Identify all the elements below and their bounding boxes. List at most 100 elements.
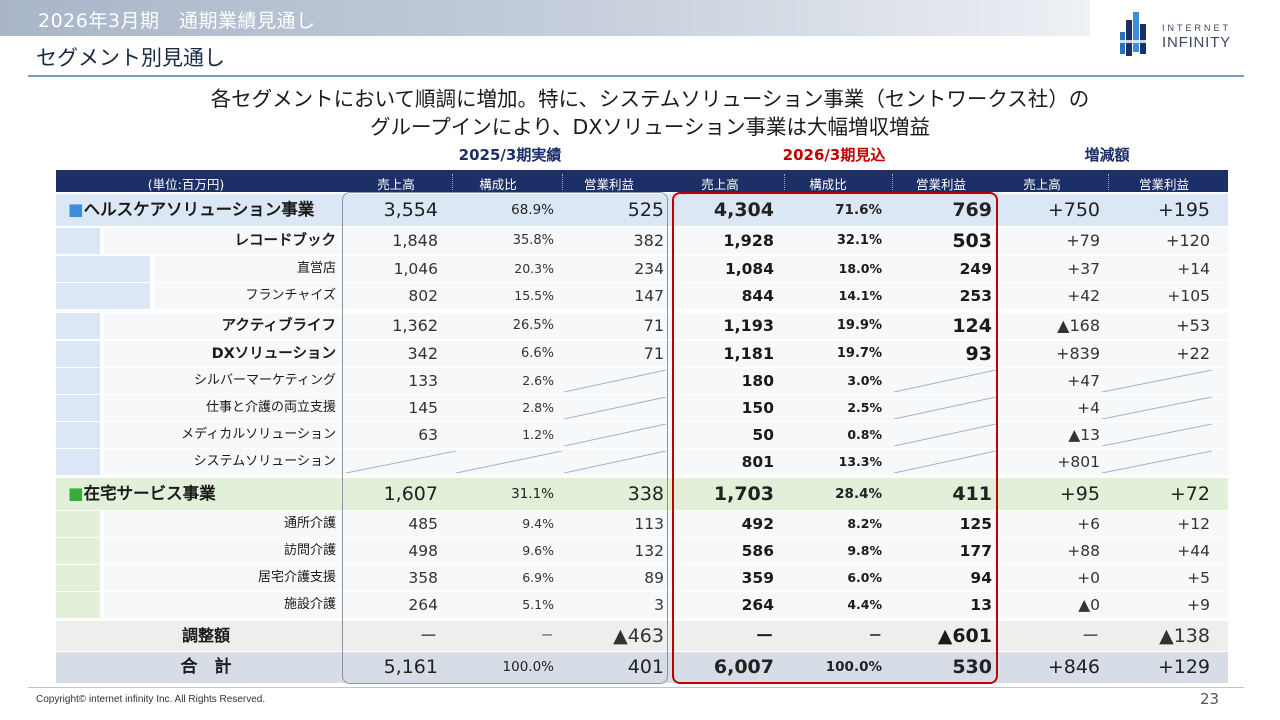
segment-strip [56,395,100,421]
lead-line-1: 各セグメントにおいて順調に増加。特に、システムソリューション事業（セントワークス… [210,87,1090,111]
cell-f-sales: 1,928 [723,231,774,250]
cell-c-op: +105 [1167,287,1210,305]
cell-c-sales: ▲0 [1078,596,1100,614]
cell-f-ratio: 18.0% [838,261,882,276]
header-forecast-sales: 売上高 [701,177,739,192]
table-row: DXソリューション 342 6.6% 71 1,181 19.7% 93 +839 +22 [56,341,1228,367]
period-title: 2026年3月期 通期業績見通し [38,10,316,32]
header-actual-sales: 売上高 [377,177,415,192]
segment-strip [56,538,100,564]
title-band [0,0,1090,36]
cell-c-sales: +37 [1067,260,1100,278]
company-logo: INTERNET INFINITY [1118,10,1248,60]
column-divider [562,174,563,190]
cell-a-op: 147 [634,287,664,305]
segment-strip [56,422,100,448]
cell-f-ratio: 3.0% [847,373,882,388]
cell-f-ratio: 71.6% [835,202,882,218]
table-header: (単位:百万円) 売上高 構成比 営業利益 売上高 構成比 営業利益 売上高 営… [56,170,1228,192]
cell-f-ratio: 9.8% [847,543,882,558]
not-applicable-slash-icon [564,370,666,392]
cell-a-sales: 264 [408,596,438,614]
cell-f-op: ▲601 [937,625,992,647]
logo-text-internet: INTERNET [1162,23,1231,33]
cell-f-ratio: 14.1% [838,288,882,303]
cell-f-sales: 1,181 [723,344,774,363]
cell-a-sales: 5,161 [383,656,438,678]
cell-c-sales: +95 [1059,483,1100,505]
cell-f-sales: 586 [741,542,774,560]
actual-highlight-box [342,192,668,684]
heading-rule [28,75,1244,77]
cell-c-sales: +6 [1077,515,1100,533]
cell-f-sales: 6,007 [713,656,774,678]
cell-a-op: 132 [634,542,664,560]
cell-f-sales: 1,193 [723,316,774,335]
row-background [104,422,1228,448]
header-actual-op: 営業利益 [583,177,634,192]
cell-a-op: 234 [634,260,664,278]
cell-c-sales: +839 [1056,344,1100,363]
segment-strip [56,283,150,309]
not-applicable-slash-icon [564,397,666,419]
cell-a-ratio: 26.5% [512,318,554,333]
cell-f-sales: 1,084 [724,260,774,278]
cell-a-sales: 133 [408,372,438,390]
segment-strip [56,511,100,537]
cell-c-op: +14 [1177,260,1210,278]
row-background [154,256,1228,282]
cell-a-op: 3 [654,596,664,614]
cell-f-op: 124 [952,315,992,337]
cell-f-op: 177 [959,542,992,560]
table-row: システムソリューション 801 13.3% +801 [56,449,1228,475]
cell-a-ratio: 6.9% [522,570,554,585]
table-row: ■在宅サービス事業 1,607 31.1% 338 1,703 28.4% 411 +95 +7… [56,478,1228,510]
page-number: 23 [1200,690,1220,708]
not-applicable-slash-icon [564,451,666,473]
row-label: 直営店 [296,261,336,276]
segment-strip [56,565,100,591]
header-change-op: 営業利益 [1138,177,1189,192]
row-background [104,511,1228,537]
cell-a-sales: 342 [407,344,438,363]
table-row: メディカルソリューション 63 1.2% 50 0.8% ▲13 [56,422,1228,448]
cell-a-op: 71 [643,344,664,363]
cell-a-sales: 802 [408,287,438,305]
not-applicable-slash-icon [1102,451,1212,473]
cell-c-sales: +846 [1047,656,1100,678]
cell-a-ratio: 20.3% [514,261,554,276]
cell-c-sales: ▲168 [1057,316,1100,335]
table-row: レコードブック 1,848 35.8% 382 1,928 32.1% 503 +79 +120 [56,228,1228,254]
not-applicable-slash-icon [894,424,996,446]
segment-strip [56,313,100,339]
cell-a-sales: 145 [408,399,438,417]
cell-c-sales: +0 [1077,569,1100,587]
not-applicable-slash-icon [1102,397,1212,419]
row-label: 調整額 [181,626,230,645]
segment-strip [56,256,150,282]
cell-a-ratio: 35.8% [512,233,554,248]
row-background [104,449,1228,475]
cell-c-sales: +42 [1067,287,1100,305]
column-divider [892,174,893,190]
table-row: アクティブライフ 1,362 26.5% 71 1,193 19.9% 124 ▲168 +53 [56,313,1228,339]
cell-c-op: +53 [1176,316,1210,335]
cell-a-op: 525 [627,199,664,221]
cell-c-sales: +750 [1047,199,1100,221]
table-row: 施設介護 264 5.1% 3 264 4.4% 13 ▲0 +9 [56,592,1228,618]
cell-f-sales: 844 [741,287,774,305]
cell-a-op: 113 [634,515,664,533]
cell-f-ratio: 19.7% [836,346,882,361]
cell-c-op: +12 [1177,515,1210,533]
row-label: ■在宅サービス事業 [68,484,216,503]
cell-f-sales: 50 [752,426,774,444]
row-label: フランチャイズ [245,288,336,303]
cell-f-sales: 180 [741,372,774,390]
cell-c-op: +72 [1169,483,1210,505]
cell-f-ratio: 6.0% [847,570,882,585]
cell-c-op: +195 [1157,199,1210,221]
table-row: シルバーマーケティング 133 2.6% 180 3.0% +47 [56,368,1228,394]
segment-strip [56,341,100,367]
cell-f-ratio: 8.2% [847,516,882,531]
cell-f-op: 125 [959,515,992,533]
